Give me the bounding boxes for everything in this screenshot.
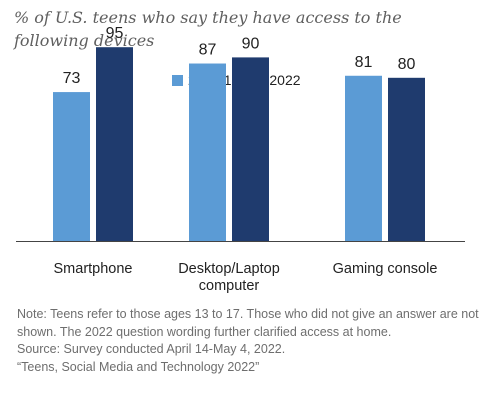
data-label: 95 [106, 25, 124, 42]
bar-2014-15-2 [345, 75, 382, 241]
bar-2014-15-1 [189, 63, 226, 241]
source-text: Source: Survey conducted April 14-May 4,… [17, 342, 286, 356]
bar-2022-1 [232, 57, 269, 242]
data-label: 80 [398, 56, 416, 73]
category-label: Gaming console [333, 261, 438, 277]
bar-2014-15-0 [53, 92, 90, 241]
chart-notes: Note: Teens refer to those ages 13 to 17… [17, 306, 479, 376]
category-label: Smartphone [54, 261, 133, 277]
chart-subtitle: % of U.S. teens who say they have access… [14, 8, 402, 50]
data-label: 87 [199, 42, 217, 59]
legend-label-2022: 2022 [269, 72, 301, 88]
category-label: Desktop/Laptop [178, 261, 280, 277]
category-label: computer [199, 278, 260, 294]
data-label: 90 [242, 35, 260, 52]
bar-2022-0 [96, 47, 133, 242]
data-label: 73 [63, 70, 81, 87]
report-title: “Teens, Social Media and Technology 2022… [17, 359, 260, 374]
bar-chart: 73 95 Smartphone 87 90 Desktop/Laptopcomputer… [16, 25, 465, 294]
legend-swatch-2014-15 [172, 74, 183, 86]
data-label: 81 [355, 54, 373, 71]
bar-2022-2 [388, 77, 425, 241]
note-text: Note: Teens refer to those ages 13 to 17… [17, 307, 479, 339]
